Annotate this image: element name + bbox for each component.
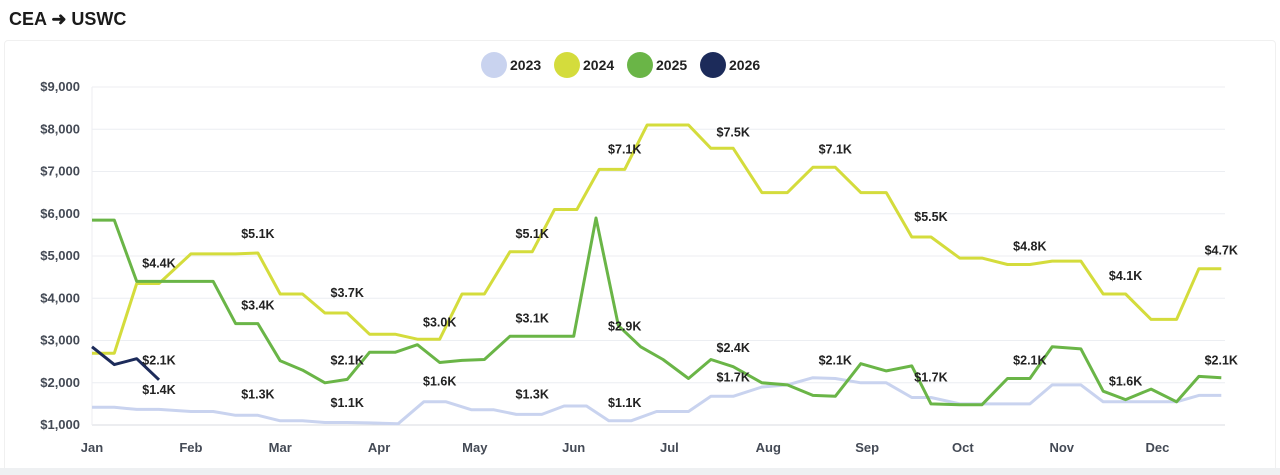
legend-item-2023[interactable]: 2023 [481,52,541,78]
legend-swatch-icon [627,52,653,78]
data-label-2024: $5.5K [914,210,947,224]
data-labels: $4.4K $5.1K $3.7K $3.0K $5.1K $7.1K $7.5K $7.1K… [142,125,1238,409]
legend-label: 2023 [510,57,541,73]
data-label-2023: $1.7K [914,370,947,384]
y-tick-label: $9,000 [40,79,80,94]
x-tick-label: Sep [855,440,879,455]
x-axis: Jan Feb Mar Apr May Jun Jul Aug Sep Oct Nov Dec [81,440,1170,455]
y-tick-label: $1,000 [40,417,80,432]
data-label-2023: $1.1K [608,396,641,410]
x-tick-label: Jun [562,440,585,455]
data-label-2025: $3.4K [241,299,274,313]
data-label-2025: $2.1K [1013,354,1046,368]
data-label-2025: $2.1K [1205,354,1238,368]
y-tick-label: $5,000 [40,248,80,263]
data-label-2023: $1.1K [331,396,364,410]
data-label-2023: $1.3K [516,387,549,401]
chart-title: CEA ➜ USWC [9,9,127,29]
y-tick-label: $3,000 [40,333,80,348]
x-tick-label: Mar [269,440,292,455]
data-label-2026: $2.1K [142,354,175,368]
legend[interactable]: 2023 2024 2025 2026 [481,52,760,78]
legend-item-2026[interactable]: 2026 [700,52,760,78]
y-axis: $1,000 $2,000 $3,000 $4,000 $5,000 $6,000 $7,0… [40,79,80,432]
x-tick-label: Aug [756,440,781,455]
y-tick-label: $7,000 [40,164,80,179]
data-label-2024: $4.7K [1205,244,1238,258]
y-tick-label: $2,000 [40,375,80,390]
data-label-2025: $2.4K [717,341,750,355]
series-line-2023 [92,376,1222,426]
data-label-2023: $2.1K [819,354,852,368]
legend-item-2025[interactable]: 2025 [627,52,687,78]
data-label-2024: $3.7K [331,286,364,300]
legend-label: 2026 [729,57,760,73]
data-label-2024: $3.0K [423,316,456,330]
x-tick-label: Jul [660,440,679,455]
data-label-2025: $2.9K [608,320,641,334]
x-tick-label: Oct [952,440,974,455]
y-tick-label: $4,000 [40,290,80,305]
x-tick-label: Apr [368,440,390,455]
data-label-2023: $1.6K [1109,375,1142,389]
data-label-2024: $7.5K [717,125,750,139]
legend-swatch-icon [700,52,726,78]
legend-swatch-icon [481,52,507,78]
data-label-2024: $7.1K [819,142,852,156]
data-label-2024: $4.4K [142,256,175,270]
gridlines [91,86,1225,426]
x-tick-label: Nov [1049,440,1074,455]
data-label-2023: $1.4K [142,383,175,397]
x-tick-label: May [462,440,488,455]
y-tick-label: $8,000 [40,121,80,136]
legend-label: 2025 [656,57,687,73]
x-tick-label: Dec [1146,440,1170,455]
series-line-2024 [92,123,1222,355]
x-tick-label: Feb [179,440,202,455]
legend-item-2024[interactable]: 2024 [554,52,614,78]
data-label-2024: $7.1K [608,142,641,156]
series-line-2026 [91,345,161,381]
data-label-2025: $2.1K [331,354,364,368]
series-lines [91,123,1222,426]
legend-label: 2024 [583,57,614,73]
data-label-2023: $1.6K [423,375,456,389]
y-tick-label: $6,000 [40,206,80,221]
data-label-2023: $1.3K [241,387,274,401]
data-label-2024: $5.1K [516,227,549,241]
x-tick-label: Jan [81,440,103,455]
data-label-2024: $4.1K [1109,269,1142,283]
series-line-2025 [92,216,1222,407]
data-label-2024: $4.8K [1013,239,1046,253]
data-label-2025: $3.1K [516,311,549,325]
data-label-2023: $1.7K [717,370,750,384]
legend-swatch-icon [554,52,580,78]
data-label-2024: $5.1K [241,227,274,241]
bottom-band [0,468,1280,475]
